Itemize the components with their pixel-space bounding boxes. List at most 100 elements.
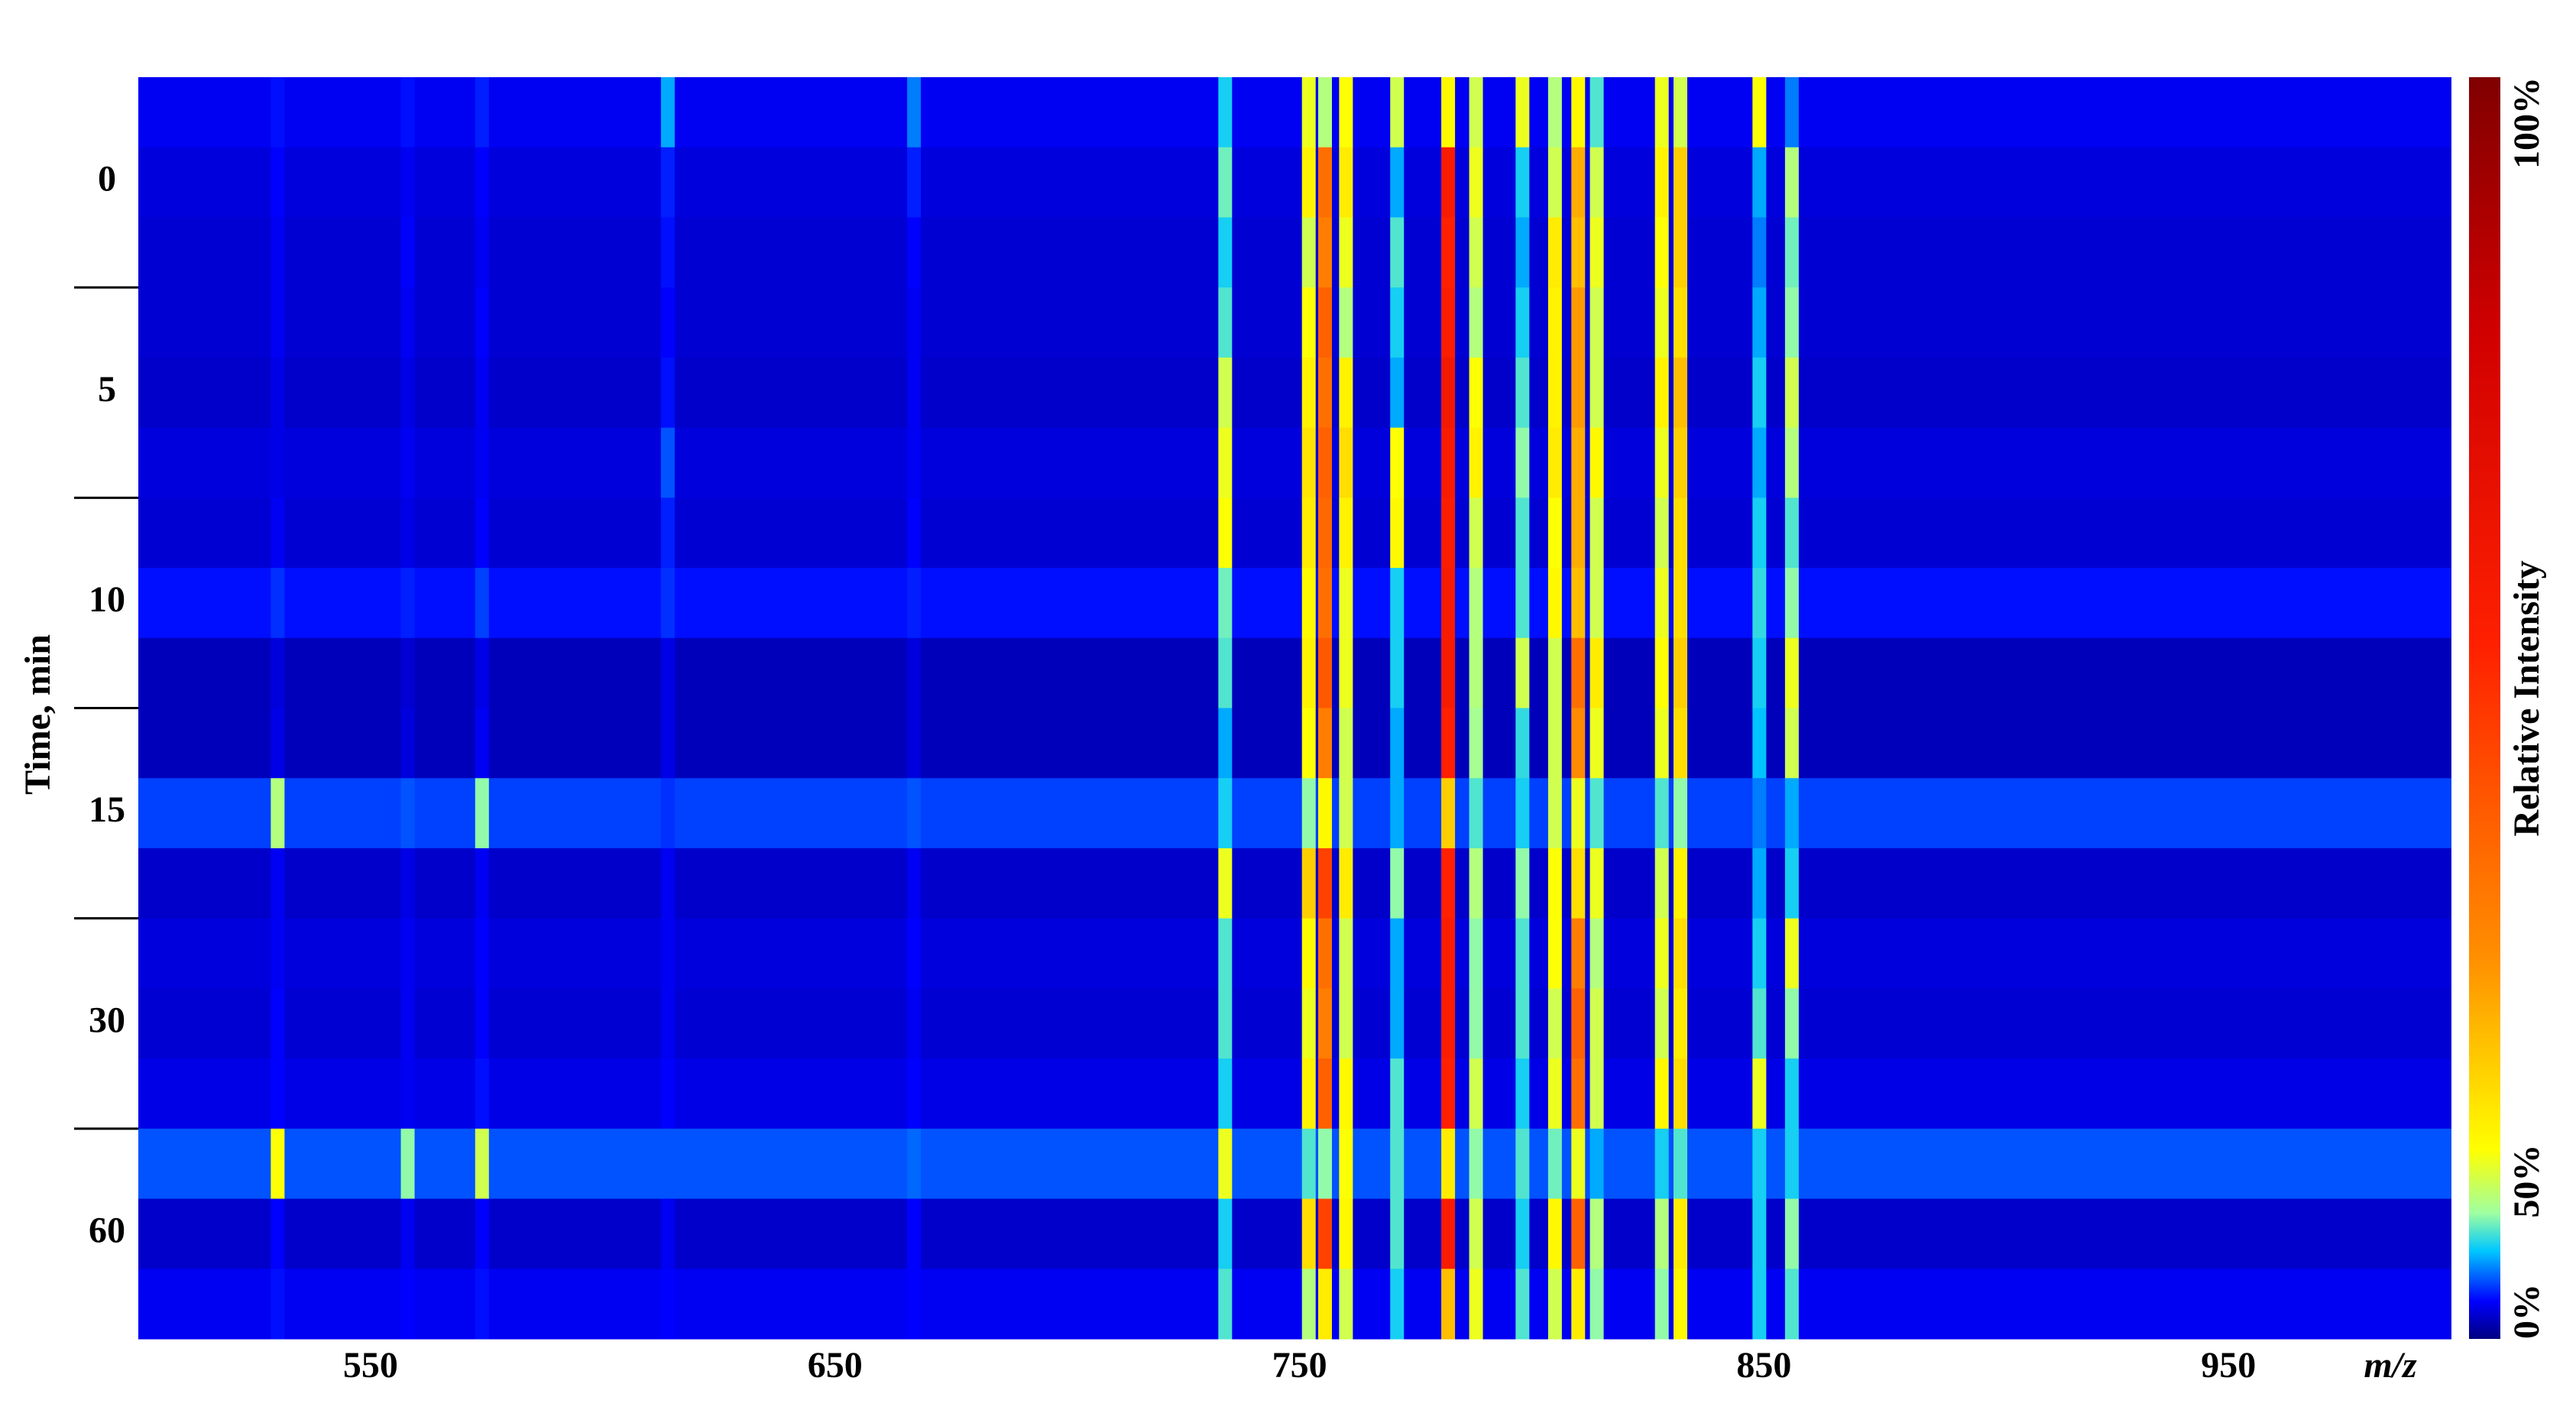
heatmap-cell: [271, 217, 285, 288]
heatmap-cell: [1674, 287, 1687, 358]
heatmap-cell: [1547, 287, 1562, 358]
heatmap-cell: [1589, 217, 1604, 288]
heatmap-cell: [1390, 568, 1405, 639]
heatmap-cell: [400, 778, 415, 849]
heatmap-cell: [475, 357, 489, 429]
heatmap-cell: [400, 918, 415, 989]
heatmap-cell: [1571, 357, 1586, 429]
heatmap-cell: [1515, 848, 1530, 919]
y-axis-label: Time, min: [18, 634, 58, 795]
heatmap-cell: [1571, 848, 1586, 919]
heatmap-cell: [1547, 708, 1562, 779]
heatmap-cell: [1674, 778, 1687, 849]
heatmap-cell: [1441, 287, 1456, 358]
heatmap-cell: [907, 147, 922, 218]
heatmap-cell: [1301, 287, 1316, 358]
heatmap-row-background: [138, 357, 2451, 429]
heatmap-cell: [1318, 147, 1333, 218]
heatmap-cell: [1218, 568, 1233, 639]
heatmap-cell: [1441, 778, 1456, 849]
heatmap-cell: [1654, 918, 1669, 989]
heatmap-cell: [1441, 918, 1456, 989]
heatmap-cell: [475, 637, 489, 708]
heatmap-cell: [1654, 778, 1669, 849]
heatmap-cell: [1752, 1269, 1767, 1340]
heatmap-cell: [660, 498, 675, 569]
heatmap-cell: [1218, 708, 1233, 779]
heatmap-cell: [1784, 217, 1799, 288]
heatmap-cell: [1441, 77, 1456, 148]
heatmap-cell: [1571, 778, 1586, 849]
heatmap-cell: [660, 287, 675, 358]
heatmap-cell: [1441, 498, 1456, 569]
heatmap-cell: [1752, 918, 1767, 989]
y-tick-label: 10: [89, 579, 125, 620]
heatmap-cell: [660, 988, 675, 1059]
x-tick-label: 850: [1736, 1345, 1791, 1386]
heatmap-cell: [1515, 637, 1530, 708]
heatmap-row-background: [138, 1198, 2451, 1269]
heatmap-cell: [1784, 77, 1799, 148]
heatmap-cell: [1441, 988, 1456, 1059]
heatmap-cell: [475, 918, 489, 989]
heatmap-cell: [1547, 1198, 1562, 1269]
heatmap-cell: [660, 918, 675, 989]
heatmap-cell: [1547, 1128, 1562, 1200]
heatmap-cell: [1469, 918, 1483, 989]
heatmap-cell: [400, 147, 415, 218]
heatmap-cell: [660, 427, 675, 498]
heatmap-cell: [1654, 708, 1669, 779]
heatmap-cell: [400, 427, 415, 498]
heatmap-cell: [1784, 357, 1799, 429]
x-tick-label: 750: [1272, 1345, 1327, 1386]
heatmap-cell: [1218, 778, 1233, 849]
heatmap-cell: [1390, 1128, 1405, 1200]
heatmap-cell: [1589, 708, 1604, 779]
heatmap-cell: [1784, 637, 1799, 708]
heatmap-cell: [400, 637, 415, 708]
heatmap-cell: [1571, 147, 1586, 218]
heatmap-cell: [660, 778, 675, 849]
heatmap-cell: [1218, 988, 1233, 1059]
heatmap-cell: [1571, 217, 1586, 288]
heatmap-row-background: [138, 427, 2451, 498]
y-tick-label: 15: [89, 789, 125, 830]
heatmap-cell: [1547, 77, 1562, 148]
heatmap-cell: [907, 77, 922, 148]
heatmap-cell: [1339, 287, 1353, 358]
heatmap-cell: [1589, 77, 1604, 148]
heatmap-cell: [400, 498, 415, 569]
heatmap-row-background: [138, 708, 2451, 779]
heatmap-cell: [1390, 1198, 1405, 1269]
heatmap-cell: [475, 988, 489, 1059]
heatmap-cell: [1674, 1128, 1687, 1200]
heatmap-cell: [475, 217, 489, 288]
heatmap-cell: [1390, 637, 1405, 708]
heatmap-cell: [1515, 1128, 1530, 1200]
heatmap-cell: [907, 1058, 922, 1130]
heatmap-cell: [1654, 77, 1669, 148]
heatmap-cell: [1589, 1198, 1604, 1269]
heatmap-cell: [1674, 1198, 1687, 1269]
heatmap-cell: [1515, 988, 1530, 1059]
heatmap-cell: [400, 217, 415, 288]
heatmap-row-background: [138, 1269, 2451, 1340]
heatmap-cell: [1654, 988, 1669, 1059]
heatmap-cell: [1752, 778, 1767, 849]
heatmap-cell: [1469, 287, 1483, 358]
heatmap-cell: [1469, 988, 1483, 1059]
heatmap-cell: [1547, 848, 1562, 919]
heatmap-cell: [1339, 988, 1353, 1059]
heatmap-cell: [1301, 778, 1316, 849]
heatmap-cell: [1674, 147, 1687, 218]
heatmap-cell: [907, 708, 922, 779]
heatmap-cell: [1784, 848, 1799, 919]
heatmap-cell: [1390, 217, 1405, 288]
heatmap-cell: [907, 918, 922, 989]
heatmap-cell: [1469, 568, 1483, 639]
heatmap-cell: [1218, 1058, 1233, 1130]
heatmap-cell: [1654, 1128, 1669, 1200]
x-tick-label: 650: [808, 1345, 863, 1386]
heatmap-cell: [1218, 1198, 1233, 1269]
heatmap-cell: [1339, 1128, 1353, 1200]
